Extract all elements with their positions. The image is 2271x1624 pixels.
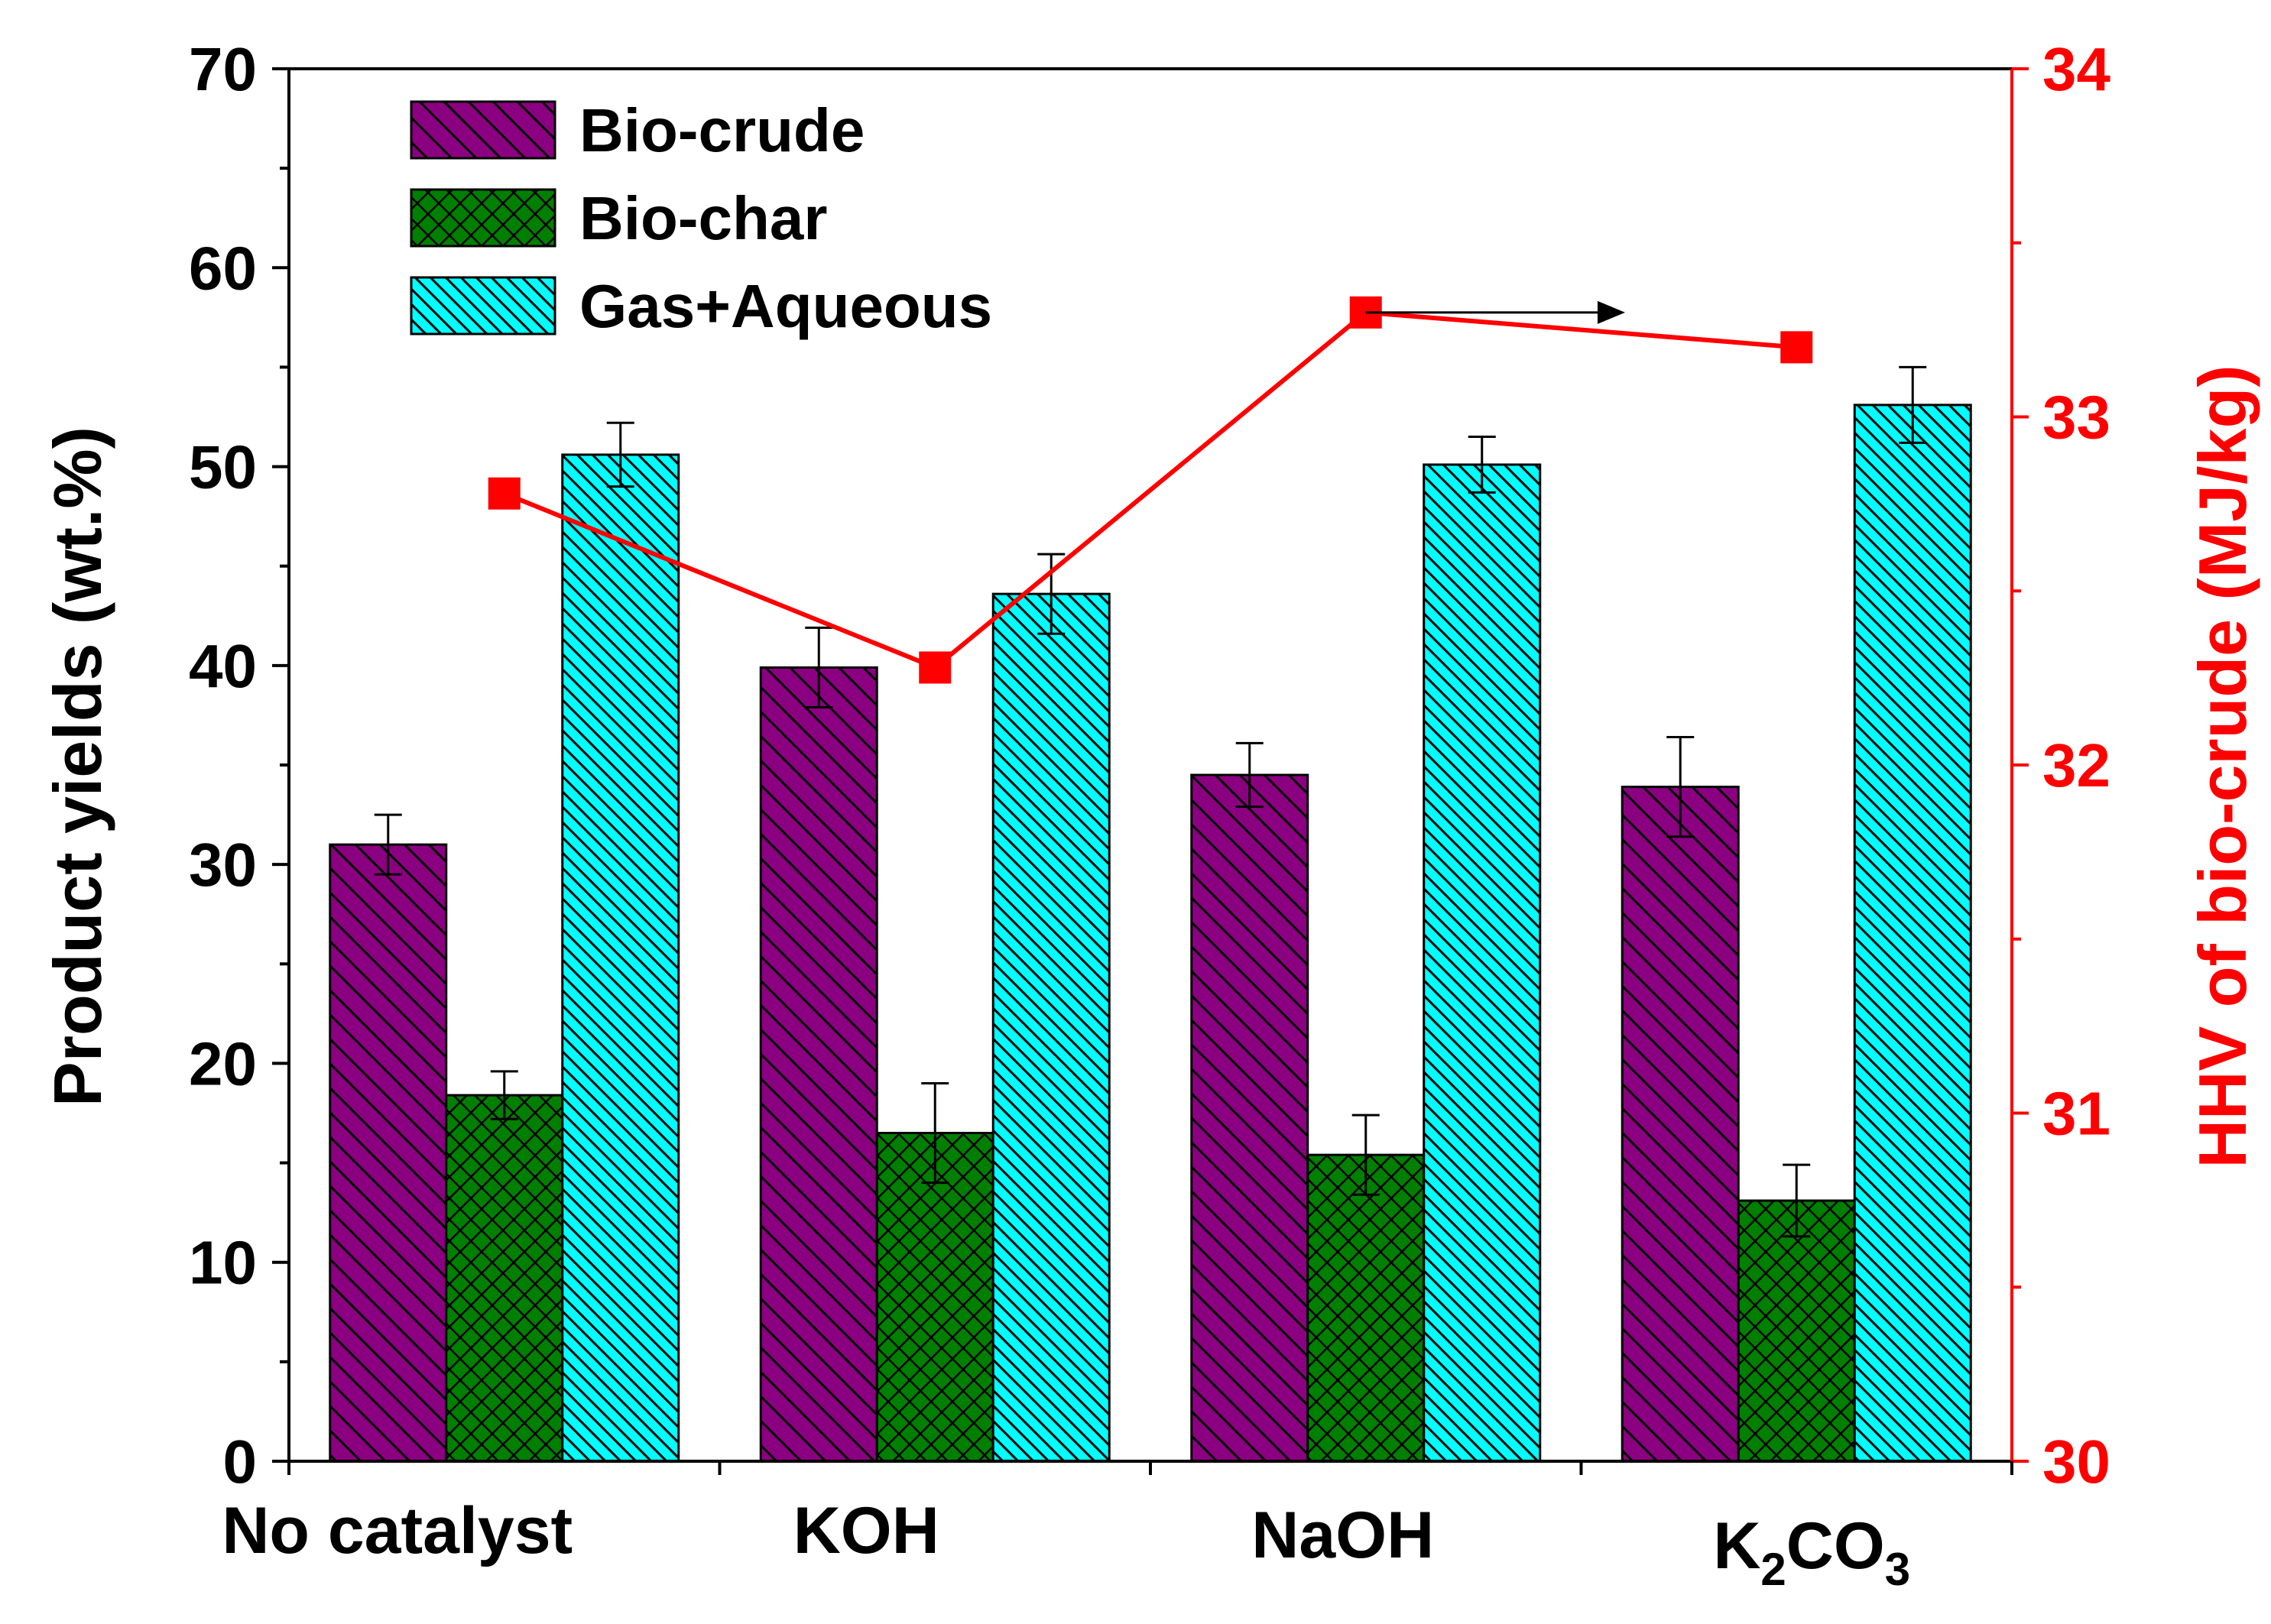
- y2-tick-label: 31: [2042, 1080, 2110, 1148]
- category-label-naoh: NaOH: [1251, 1499, 1434, 1572]
- bars-group: [329, 404, 1972, 1463]
- y-tick-label: 40: [189, 632, 257, 700]
- bar-bio-crude-koh: [759, 666, 878, 1463]
- y-ticks-left: 0 10 20 30 40 50 60 70: [189, 35, 289, 1496]
- legend-swatch-bio-crude: [410, 100, 556, 160]
- category-label-k2co3: K2CO3: [1713, 1509, 1910, 1595]
- y-tick-label: 70: [189, 35, 257, 103]
- y-tick-label: 20: [189, 1029, 257, 1097]
- hhv-marker-k2co3: [1780, 331, 1813, 364]
- legend-label-bio-crude: Bio-crude: [579, 96, 865, 164]
- y2-axis-title: HHV of bio-crude (MJ/kg): [2185, 365, 2260, 1168]
- y2-tick-label: 30: [2042, 1428, 2110, 1496]
- y2-tick-label: 33: [2042, 384, 2110, 452]
- hhv-marker-no-catalyst: [488, 477, 521, 510]
- legend-swatch-gas-aqueous: [410, 276, 556, 335]
- legend: Bio-crude Bio-char Gas+Aqueous: [410, 96, 992, 340]
- bar-bio-char-koh: [875, 1132, 994, 1463]
- bar-bio-crude-k2co3: [1621, 786, 1740, 1463]
- error-bars-group: [374, 365, 1927, 1238]
- y-tick-label: 60: [189, 234, 257, 302]
- y-tick-label: 0: [223, 1428, 258, 1496]
- y-ticks-right: 30 31 32 33 34: [2012, 35, 2110, 1496]
- y2-tick-label: 32: [2042, 731, 2110, 799]
- bar-gas-aqueous-naoh: [1423, 463, 1542, 1463]
- category-label-koh: KOH: [793, 1494, 939, 1567]
- y-axis-title: Product yields (wt.%): [40, 426, 115, 1107]
- legend-label-gas-aqueous: Gas+Aqueous: [579, 272, 992, 340]
- hhv-line-series: [488, 296, 1813, 684]
- y-tick-label: 10: [189, 1229, 257, 1297]
- legend-swatch-bio-char: [410, 188, 556, 248]
- bar-gas-aqueous-no-catalyst: [561, 453, 680, 1463]
- bar-bio-crude-naoh: [1190, 773, 1309, 1463]
- y2-tick-label: 34: [2042, 35, 2110, 103]
- y-tick-label: 50: [189, 433, 257, 501]
- category-labels: No catalyst KOH NaOH K2CO3: [222, 1494, 1910, 1595]
- hhv-marker-koh: [919, 651, 952, 684]
- legend-label-bio-char: Bio-char: [579, 184, 828, 252]
- bar-bio-char-naoh: [1306, 1153, 1426, 1463]
- bar-gas-aqueous-koh: [991, 592, 1111, 1463]
- hhv-line: [503, 310, 1797, 670]
- x-ticks: [287, 1461, 2013, 1475]
- bar-bio-crude-no-catalyst: [329, 843, 448, 1463]
- bar-bio-char-no-catalyst: [445, 1094, 564, 1463]
- bar-gas-aqueous-k2co3: [1853, 404, 1972, 1463]
- bar-bio-char-k2co3: [1737, 1199, 1856, 1463]
- y-tick-label: 30: [189, 831, 257, 899]
- category-label-no-catalyst: No catalyst: [222, 1494, 573, 1567]
